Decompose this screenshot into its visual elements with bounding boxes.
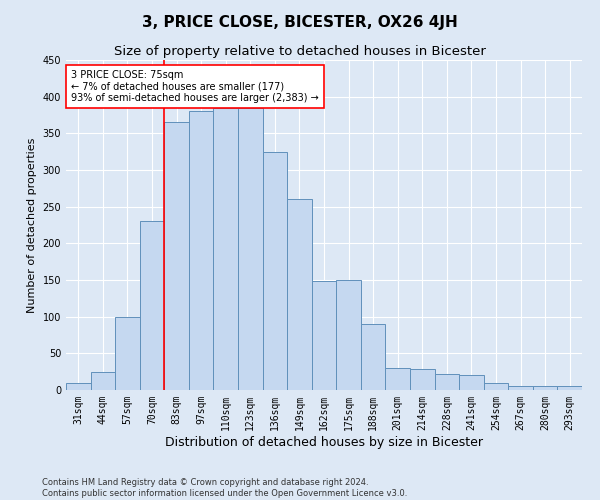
Bar xyxy=(484,382,508,390)
Bar xyxy=(214,108,238,390)
Y-axis label: Number of detached properties: Number of detached properties xyxy=(27,138,37,312)
Bar xyxy=(115,316,140,390)
Text: Contains HM Land Registry data © Crown copyright and database right 2024.
Contai: Contains HM Land Registry data © Crown c… xyxy=(42,478,407,498)
Text: 3, PRICE CLOSE, BICESTER, OX26 4JH: 3, PRICE CLOSE, BICESTER, OX26 4JH xyxy=(142,15,458,30)
Text: 3 PRICE CLOSE: 75sqm
← 7% of detached houses are smaller (177)
93% of semi-detac: 3 PRICE CLOSE: 75sqm ← 7% of detached ho… xyxy=(71,70,319,103)
Bar xyxy=(533,386,557,390)
Text: Size of property relative to detached houses in Bicester: Size of property relative to detached ho… xyxy=(114,45,486,58)
X-axis label: Distribution of detached houses by size in Bicester: Distribution of detached houses by size … xyxy=(165,436,483,448)
Bar xyxy=(385,368,410,390)
Bar xyxy=(557,386,582,390)
Bar xyxy=(140,222,164,390)
Bar xyxy=(91,372,115,390)
Bar xyxy=(263,152,287,390)
Bar xyxy=(312,282,336,390)
Bar xyxy=(434,374,459,390)
Bar xyxy=(238,108,263,390)
Bar xyxy=(410,370,434,390)
Bar xyxy=(508,386,533,390)
Bar xyxy=(287,200,312,390)
Bar xyxy=(164,122,189,390)
Bar xyxy=(459,376,484,390)
Bar xyxy=(66,382,91,390)
Bar xyxy=(361,324,385,390)
Bar xyxy=(189,112,214,390)
Bar xyxy=(336,280,361,390)
